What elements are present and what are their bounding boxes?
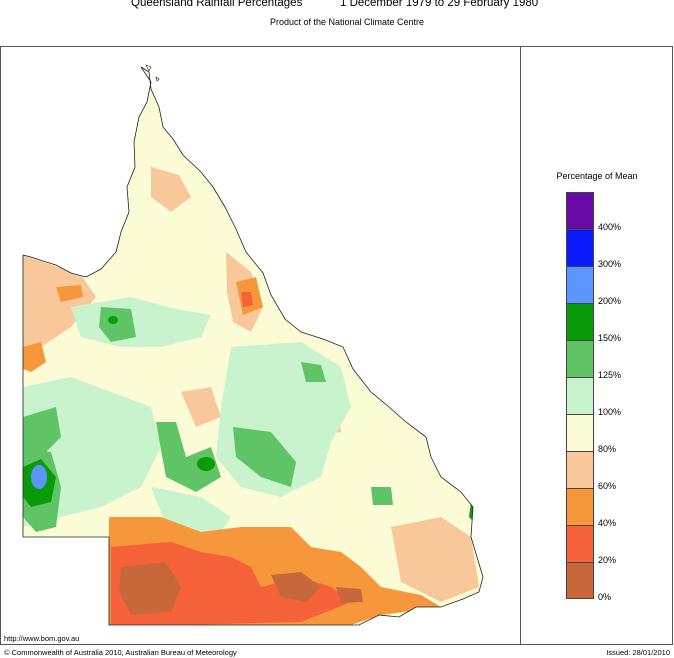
zone-125-150-mid [233, 427, 296, 487]
zone-40-60-nw [56, 285, 83, 302]
map-title: Queensland Rainfall Percentages 1 Decemb… [0, 0, 674, 16]
map-period: 1 December 1979 to 29 February 1980 [340, 0, 539, 9]
legend-title: Percentage of Mean [556, 171, 638, 181]
zone-0-20-south [271, 572, 321, 602]
legend-swatch-100pct [566, 377, 594, 414]
legend-swatch-0pct [566, 562, 594, 599]
map-frame [0, 46, 673, 645]
zone-125-150-e [371, 487, 393, 505]
legend-label-400pct: 400% [598, 222, 622, 232]
zone-60-80-mid [181, 387, 221, 427]
map-title-text: Queensland Rainfall Percentages [131, 0, 303, 9]
legend-label-100pct: 100% [598, 407, 622, 417]
source-url: http://www.bom.gov.au [4, 634, 80, 643]
zone-40-60-west [23, 342, 46, 372]
legend-label-80pct: 80% [598, 444, 617, 454]
legend-label-40pct: 40% [598, 518, 617, 528]
zone-20-40-coast [241, 292, 253, 307]
legend-swatch-125pct [566, 340, 594, 377]
zone-150-200-central [197, 457, 215, 471]
legend-divider [520, 46, 521, 645]
legend-label-150pct: 150% [598, 333, 622, 343]
queensland-rainfall-map [22, 64, 484, 626]
torres-strait-islands [145, 64, 160, 82]
zone-125-150-west [23, 407, 61, 459]
zone-60-80-north [151, 167, 191, 212]
legend-swatch-400pct [566, 192, 594, 229]
zone-125-150-ne [301, 362, 326, 382]
legend-swatch-80pct [566, 414, 594, 451]
zone-60-80-west [23, 255, 96, 357]
legend-label-300pct: 300% [598, 259, 622, 269]
zone-0-20-sw [119, 562, 181, 615]
legend-swatches [566, 192, 594, 599]
zone-60-80-se [391, 517, 479, 602]
issued-date: Issued: 28/01/2010 [606, 648, 670, 657]
legend-swatch-150pct [566, 303, 594, 340]
zone-150-200-north [108, 316, 118, 324]
copyright-note: © Commonwealth of Australia 2010, Austra… [4, 648, 237, 657]
legend-swatch-40pct [566, 488, 594, 525]
legend-label-125pct: 125% [598, 370, 622, 380]
zone-125-150-central [156, 422, 221, 492]
legend-swatch-20pct [566, 525, 594, 562]
legend-swatch-200pct [566, 266, 594, 303]
legend-swatch-300pct [566, 229, 594, 266]
legend-label-0pct: 0% [598, 592, 612, 602]
legend-label-60pct: 60% [598, 481, 617, 491]
queensland-outline [22, 66, 484, 626]
zone-125-150-north [99, 307, 136, 342]
map-subtitle: Product of the National Climate Centre [269, 17, 425, 27]
zone-200-300-sw [31, 465, 47, 489]
zone-0-20-se [336, 587, 363, 603]
legend-swatch-60pct [566, 451, 594, 488]
legend-label-200pct: 200% [598, 296, 622, 306]
legend-label-20pct: 20% [598, 555, 617, 565]
